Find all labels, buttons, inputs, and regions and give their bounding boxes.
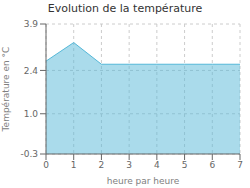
svg-text:5: 5	[182, 160, 188, 170]
html-text:Evolution de la température: Evolution de la température	[47, 2, 203, 15]
svg-text:Température en °C: Température en °C	[8, 47, 11, 133]
svg-text:2: 2	[99, 160, 105, 170]
svg-text:-0.3: -0.3	[20, 149, 38, 159]
svg-text:7: 7	[237, 160, 242, 170]
svg-text:heure par heure: heure par heure	[107, 176, 180, 186]
svg-text:3: 3	[126, 160, 132, 170]
svg-text:1.0: 1.0	[24, 109, 39, 119]
svg-text:6: 6	[209, 160, 215, 170]
svg-text:1: 1	[71, 160, 77, 170]
svg-text:4: 4	[154, 160, 160, 170]
svg-text:2.4: 2.4	[24, 66, 39, 76]
svg-text:0: 0	[43, 160, 49, 170]
svg-text:3.9: 3.9	[24, 19, 39, 29]
